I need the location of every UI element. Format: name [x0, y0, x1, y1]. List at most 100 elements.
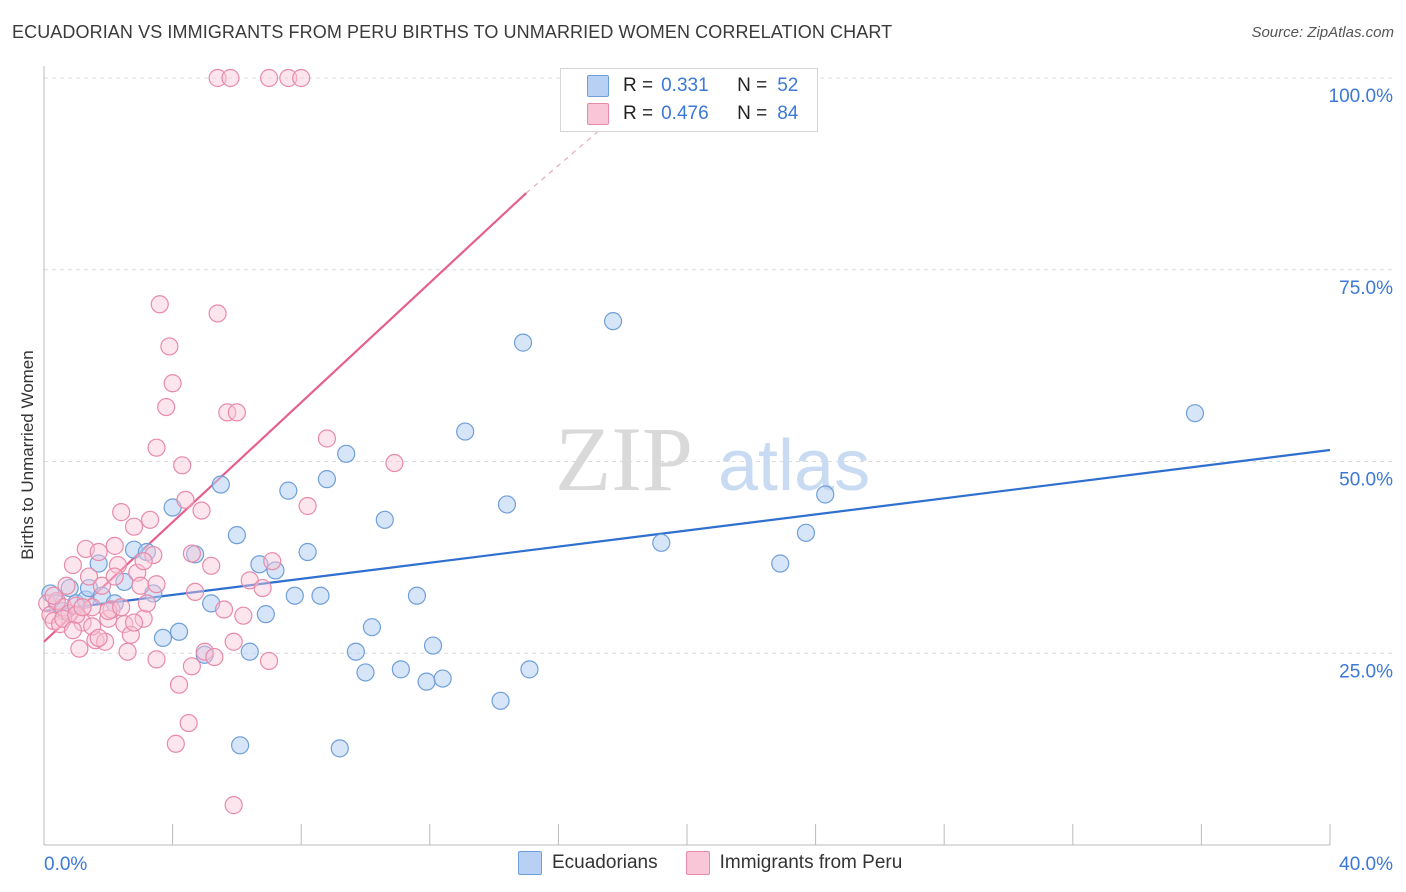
data-point-ecuadorians [337, 444, 356, 463]
data-point-ecuadorians [317, 470, 337, 489]
data-point-immigrants-from-peru [89, 628, 108, 648]
data-point-ecuadorians [346, 642, 365, 661]
data-point-ecuadorians [362, 618, 382, 637]
data-point-immigrants-from-peru [298, 496, 317, 516]
data-point-immigrants-from-peru [195, 642, 214, 661]
series-ecuadorians [41, 312, 1205, 758]
data-point-immigrants-from-peru [259, 651, 279, 671]
legend-swatch-pink [685, 851, 710, 875]
axis-labels: 25.0% 50.0% 75.0% 100.0% 0.0% 40.0% Births to … [18, 86, 1393, 875]
r-label: R = [623, 75, 654, 96]
data-point-immigrants-from-peru [147, 575, 166, 594]
data-point-immigrants-from-peru [89, 542, 108, 562]
trend-lines [43, 123, 1331, 643]
watermark: ZIP atlas [555, 408, 870, 510]
data-point-immigrants-from-peru [150, 295, 169, 314]
data-point-immigrants-from-peru [208, 304, 227, 323]
data-point-immigrants-from-peru [67, 596, 86, 615]
y-tick-label: 50.0% [1339, 470, 1393, 491]
legend-item-ecuadorians[interactable]: Ecuadorians [518, 851, 658, 875]
data-point-immigrants-from-peru [279, 68, 298, 88]
data-point-ecuadorians [231, 736, 250, 755]
data-point-ecuadorians [285, 586, 304, 605]
data-point-immigrants-from-peru [63, 555, 83, 575]
data-point-ecuadorians [491, 691, 510, 710]
data-point-immigrants-from-peru [105, 567, 124, 586]
chart-title: ECUADORIAN VS IMMIGRANTS FROM PERU BIRTH… [12, 22, 893, 42]
data-point-immigrants-from-peru [57, 576, 76, 595]
data-point-immigrants-from-peru [317, 429, 337, 448]
legend-item-immigrants-from-peru[interactable]: Immigrants from Peru [685, 851, 903, 875]
y-tick-label: 25.0% [1339, 661, 1393, 682]
data-point-ecuadorians [391, 660, 410, 679]
correlation-legend: R = 0.331 N = 52 R = 0.476 N = 84 [560, 68, 818, 132]
data-point-ecuadorians [520, 660, 539, 679]
data-point-ecuadorians [423, 636, 443, 655]
legend-swatch-blue [518, 851, 542, 875]
data-point-immigrants-from-peru [157, 397, 176, 417]
data-point-immigrants-from-peru [63, 621, 83, 640]
x-tick-label: 40.0% [1339, 854, 1393, 875]
trend-line-extension [525, 123, 608, 194]
data-point-immigrants-from-peru [166, 734, 185, 753]
data-point-ecuadorians [433, 669, 452, 688]
data-point-immigrants-from-peru [176, 490, 195, 509]
r-label: R = [623, 103, 654, 124]
legend-row-peru: R = 0.476 N = 84 [587, 101, 798, 127]
data-point-immigrants-from-peru [253, 578, 272, 598]
data-point-immigrants-from-peru [169, 675, 189, 694]
data-point-immigrants-from-peru [224, 796, 243, 815]
data-point-immigrants-from-peru [112, 598, 131, 617]
legend-label: Immigrants from Peru [719, 852, 903, 873]
data-point-immigrants-from-peru [83, 617, 102, 636]
data-point-ecuadorians [153, 628, 173, 648]
data-point-ecuadorians [227, 526, 246, 545]
data-point-ecuadorians [356, 663, 375, 682]
data-point-immigrants-from-peru [124, 613, 144, 632]
data-point-immigrants-from-peru [208, 68, 227, 88]
data-point-immigrants-from-peru [163, 374, 182, 393]
data-point-ecuadorians [298, 542, 317, 562]
data-point-immigrants-from-peru [140, 510, 160, 529]
y-axis-title: Births to Unmarried Women [18, 350, 37, 559]
data-point-immigrants-from-peru [144, 545, 163, 565]
data-point-ecuadorians [497, 495, 517, 514]
data-point-immigrants-from-peru [227, 403, 246, 422]
data-point-ecuadorians [796, 523, 816, 542]
data-point-ecuadorians [417, 672, 436, 691]
data-point-immigrants-from-peru [205, 647, 224, 667]
data-point-immigrants-from-peru [160, 337, 179, 356]
data-point-immigrants-from-peru [105, 536, 124, 555]
legend-swatch-blue [587, 75, 609, 97]
data-point-immigrants-from-peru [131, 576, 150, 595]
legend-row-ecuadorians: R = 0.331 N = 52 [587, 73, 798, 99]
data-point-immigrants-from-peru [137, 594, 156, 613]
data-point-ecuadorians [407, 586, 427, 605]
data-point-immigrants-from-peru [92, 576, 111, 595]
x-tick-label: 0.0% [44, 854, 87, 875]
data-point-immigrants-from-peru [134, 552, 153, 571]
data-point-immigrants-from-peru [224, 632, 243, 651]
data-point-immigrants-from-peru [186, 582, 205, 601]
data-point-ecuadorians [330, 739, 349, 758]
data-point-immigrants-from-peru [70, 639, 89, 658]
data-point-ecuadorians [311, 586, 330, 605]
data-point-ecuadorians [256, 605, 275, 624]
data-point-immigrants-from-peru [263, 552, 282, 571]
n-label: N = [737, 103, 768, 124]
grid-lines [44, 77, 1396, 654]
data-point-ecuadorians [456, 422, 475, 441]
data-point-immigrants-from-peru [147, 438, 166, 457]
data-point-immigrants-from-peru [292, 68, 311, 88]
trend-line-immigrants-from-peru [43, 192, 527, 643]
data-point-ecuadorians [240, 642, 259, 661]
data-point-ecuadorians [652, 533, 671, 552]
source-label: Source: ZipAtlas.com [1251, 24, 1394, 41]
data-point-immigrants-from-peru [221, 68, 240, 88]
data-point-ecuadorians [375, 510, 394, 529]
y-tick-label: 75.0% [1339, 278, 1393, 299]
trend-line-ecuadorians [43, 448, 1331, 613]
data-point-ecuadorians [60, 578, 79, 598]
data-point-immigrants-from-peru [218, 403, 237, 422]
